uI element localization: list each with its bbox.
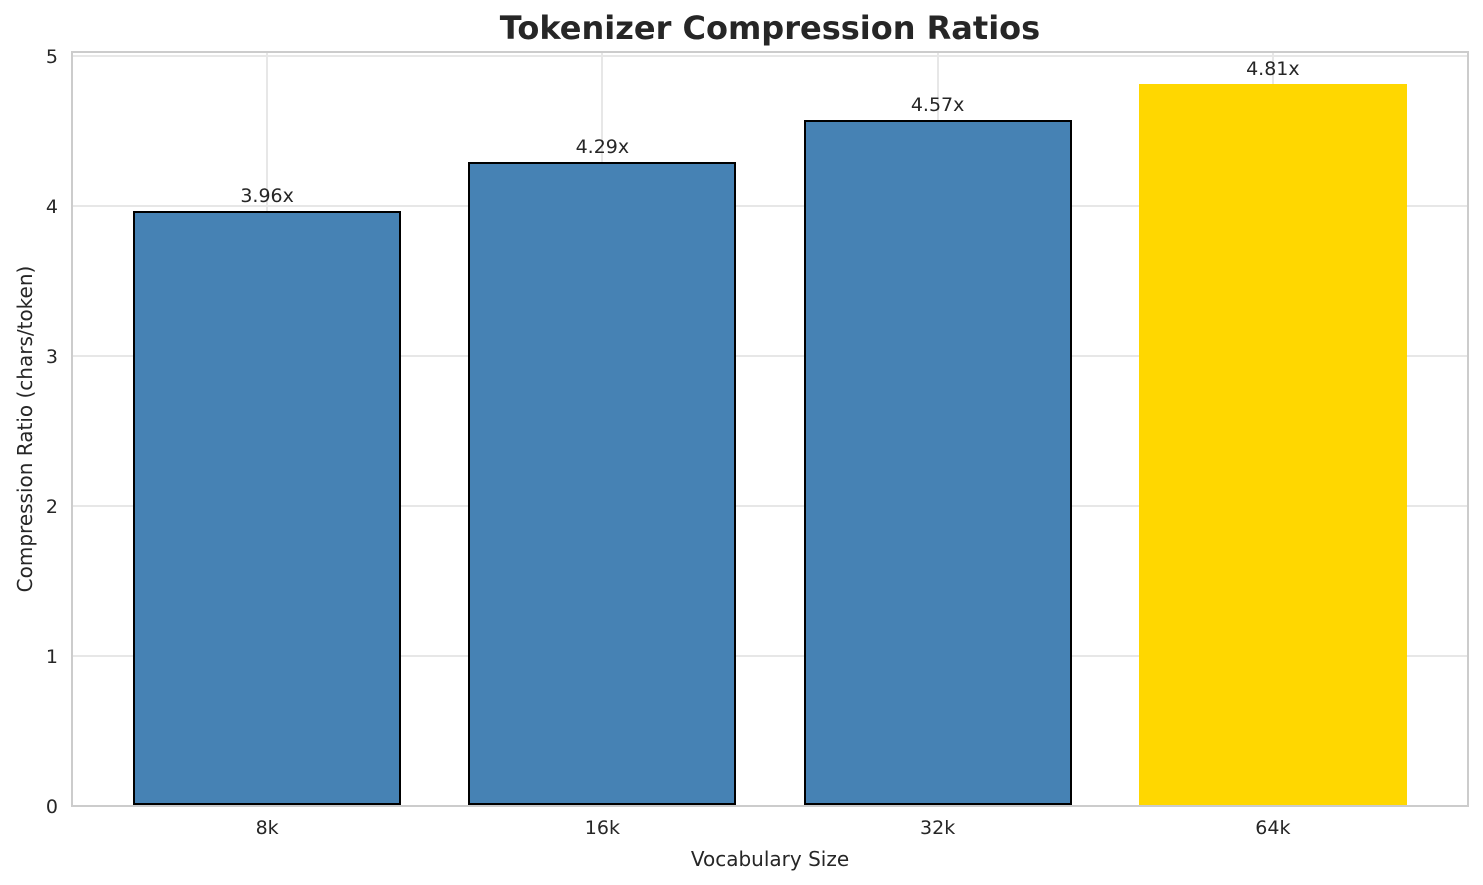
x-tick-label-64k: 64k [1255, 817, 1291, 839]
bar-value-label-16k: 4.29x [575, 135, 630, 158]
bar-value-label-32k: 4.57x [910, 93, 965, 116]
gridline-horizontal-1 [73, 655, 1467, 657]
x-axis-label: Vocabulary Size [690, 847, 850, 871]
gridline-horizontal-3 [73, 355, 1467, 357]
bar-value-label-64k: 4.81x [1246, 57, 1300, 80]
bar-32k [803, 119, 1072, 805]
y-tick-label-0: 0 [45, 796, 58, 818]
x-tick-label-8k: 8k [255, 817, 279, 839]
bar-16k [468, 161, 737, 805]
gridline-horizontal-4 [73, 205, 1467, 207]
y-tick-label-4: 4 [45, 196, 58, 218]
y-axis-label: Compression Ratio (chars/token) [13, 265, 37, 593]
chart-title: Tokenizer Compression Ratios [499, 9, 1041, 47]
y-tick-label-5: 5 [45, 46, 58, 68]
y-tick-label-3: 3 [45, 346, 58, 368]
bar-value-label-8k: 3.96x [240, 185, 294, 207]
bar-8k [133, 211, 402, 805]
gridline-horizontal-5 [73, 55, 1467, 57]
plot-area [71, 51, 1469, 807]
y-tick-label-2: 2 [45, 496, 58, 518]
bar-64k [1138, 83, 1407, 805]
x-tick-label-32k: 32k [920, 817, 956, 839]
gridline-horizontal-2 [73, 505, 1467, 507]
x-tick-label-16k: 16k [584, 817, 620, 839]
y-tick-label-1: 1 [45, 646, 58, 668]
